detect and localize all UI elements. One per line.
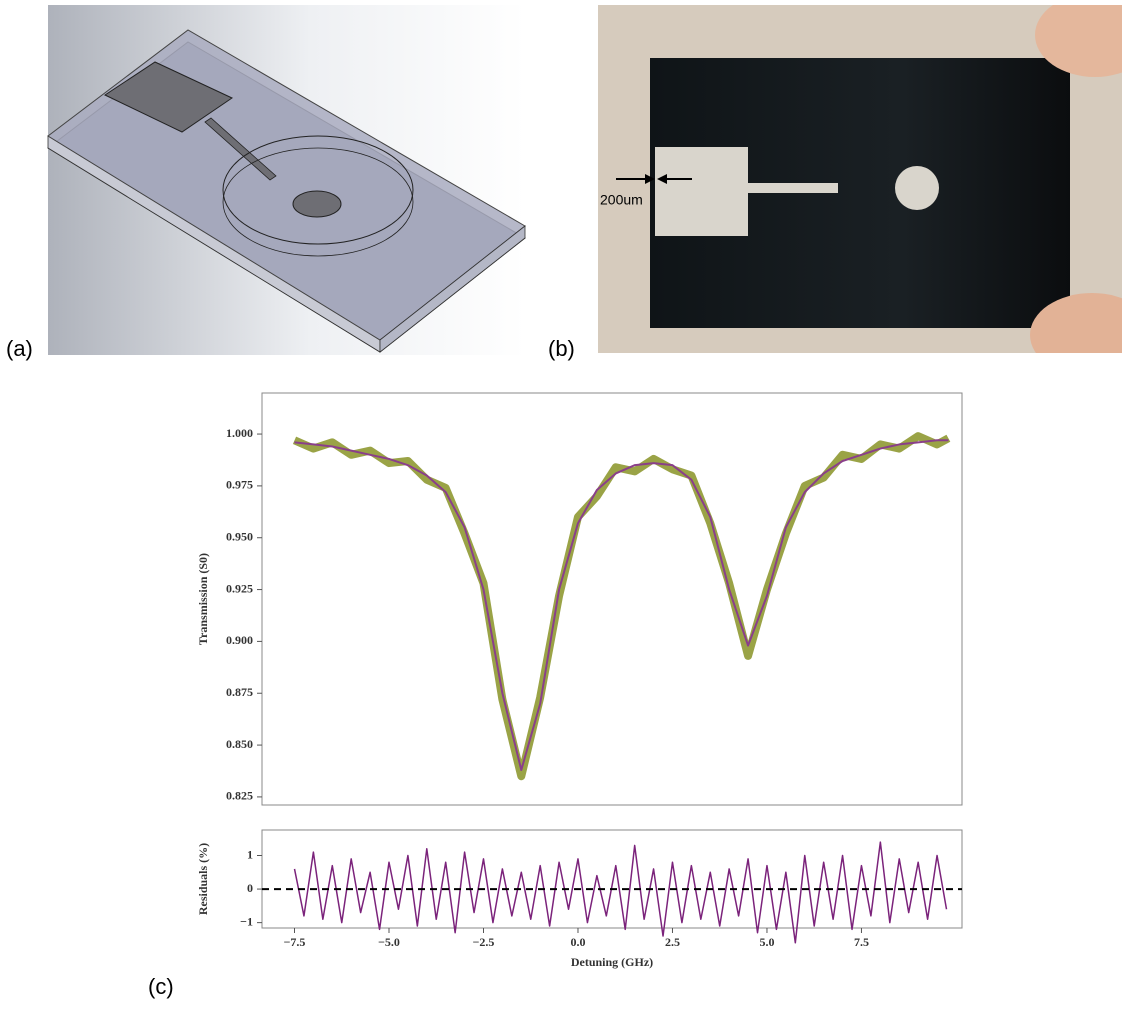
page: {"labels": {"a": "(a)", "b": "(b)", "c":… [0,0,1124,1011]
charts: 0.825 0.850 0.875 0.900 0.925 0.950 0.975 1.000… [196,393,962,969]
y-tick-label: 0.850 [226,737,253,751]
x-tick-label: −5.0 [378,935,400,949]
device-photo [598,0,1124,377]
y-tick-label: 0.950 [226,529,253,543]
panel-label: (b) [548,336,575,361]
x-tick-label: 0.0 [570,935,585,949]
model-rendering [48,5,525,355]
x-tick-label: 7.5 [854,935,869,949]
y-tick-label: 0.875 [226,685,253,699]
panel-label: (c) [148,974,174,999]
panel-label: (a) [6,336,33,361]
x-tick-label: 5.0 [759,935,774,949]
y-tick-label: −1 [240,914,253,928]
y-tick-label: 1 [247,847,253,861]
x-tick-label: −2.5 [473,935,495,949]
y-axis-label: Transmission (S0) [196,553,210,645]
x-tick-label: −7.5 [284,935,306,949]
y-tick-label: 1.000 [226,426,253,440]
y-tick-label: 0.925 [226,581,253,595]
figure: (a) 200um (b) (c) 0.8250.8500.8750.9000.… [0,0,1124,1011]
y-tick-label: 0.975 [226,478,253,492]
y-tick-label: 0 [247,881,253,895]
y-tick-label: 0.825 [226,789,253,803]
plot-frame [262,830,962,928]
scale-annotation: 200um [600,192,643,208]
y-tick-label: 0.900 [226,633,253,647]
x-axis-label: Detuning (GHz) [571,955,653,969]
x-tick-label: 2.5 [665,935,680,949]
y-axis-label: Residuals (%) [196,843,210,915]
